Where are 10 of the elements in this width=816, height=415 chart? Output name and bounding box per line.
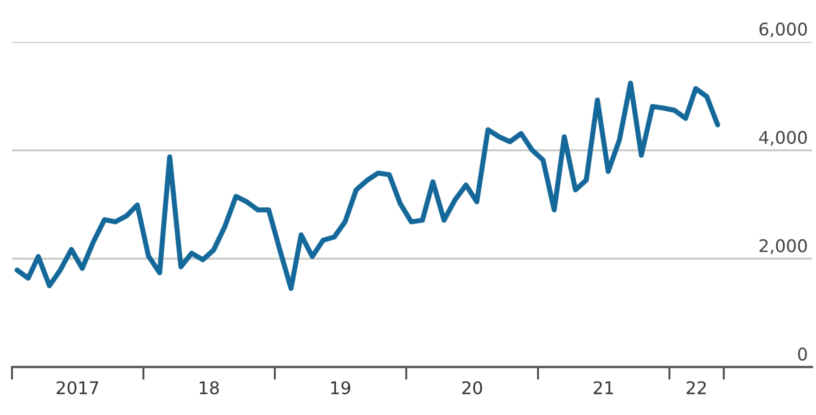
y-tick-label: 4,000 (759, 130, 807, 146)
y-tick-label: 6,000 (760, 22, 807, 38)
x-tick-label: 18 (200, 381, 219, 394)
x-tick-label: 21 (594, 381, 613, 394)
x-tick-label: 22 (686, 381, 706, 394)
x-tick-label: 2017 (56, 381, 98, 394)
x-tick-label: 19 (331, 381, 350, 394)
y-tick-label: 2,000 (760, 239, 807, 254)
x-tick-label: 20 (462, 381, 482, 394)
y-tick-label: 0 (798, 348, 807, 361)
